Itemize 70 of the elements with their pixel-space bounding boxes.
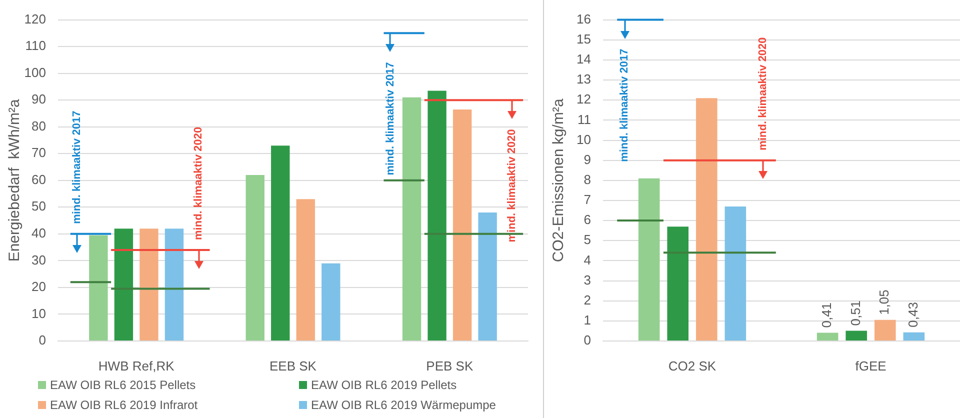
y-tick-label: 40: [32, 226, 46, 241]
legend-label: EAW OIB RL6 2019 Pellets: [311, 378, 457, 392]
legend-label: mind. klimaaktiv 2017: [618, 48, 631, 162]
ref-line-label: mind. klimaaktiv 2017: [384, 62, 396, 176]
bar: [452, 109, 472, 340]
y-tick-label: 10: [32, 306, 46, 321]
bar: [89, 235, 108, 340]
bar: [140, 228, 158, 340]
ref-line-label: mind. klimaaktiv 2020: [192, 126, 205, 240]
x-tick-label: EEB SK: [270, 358, 317, 374]
legend-label: EAW OIB RL6 2015 Pellets: [50, 378, 196, 392]
y-tick-label: 120: [24, 11, 46, 26]
y-tick-label: 14: [576, 52, 591, 67]
bar: [428, 90, 446, 340]
y-tick-label: 10: [576, 132, 591, 147]
bar: [271, 146, 290, 340]
bar: [478, 212, 497, 340]
bar: [667, 226, 689, 340]
legend-label: EAW OIB RL6 2019 Wärmepumpe: [311, 398, 496, 412]
bar: [846, 330, 868, 340]
bar: [724, 206, 746, 340]
y-tick-label: 12: [576, 92, 591, 107]
y-tick-label: 110: [25, 38, 46, 54]
bar: [322, 263, 340, 340]
x-tick-label: PEB SK: [426, 358, 474, 374]
bar: [903, 332, 925, 340]
bar: [164, 228, 184, 340]
ref-line-label: mind. klimaaktiv 2020: [757, 37, 770, 150]
bar: [874, 320, 896, 340]
y-tick-label: 100: [24, 64, 46, 80]
y-tick-label: 50: [32, 198, 46, 214]
y-axis-title: CO2-Emissionen kg/m²a: [550, 98, 568, 262]
legend-label: EAW OIB RL6 2019 Infrarot: [50, 398, 198, 412]
ref-line-label: mind. klimaaktiv 2017: [70, 110, 83, 224]
y-tick-label: 1: [584, 312, 591, 328]
y-tick-label: 8: [584, 172, 591, 187]
y-tick-label: 80: [32, 118, 46, 134]
y-tick-label: 7: [584, 192, 591, 208]
x-tick-label: CO2 SK: [668, 358, 716, 374]
y-tick-label: 90: [32, 92, 46, 107]
bar: [246, 175, 264, 340]
y-tick-label: 6: [584, 212, 591, 228]
y-tick-label: 9: [584, 152, 591, 167]
x-tick-label: fGEE: [855, 358, 887, 374]
data-label: 0,43: [906, 302, 921, 328]
x-tick-label: HWB Ref,RK: [98, 358, 175, 374]
y-tick-label: 11: [578, 112, 591, 127]
bar: [402, 97, 422, 340]
y-tick-label: 3: [584, 272, 591, 288]
data-label: 0,41: [819, 302, 834, 328]
y-tick-label: 60: [32, 172, 46, 187]
y-tick-label: 16: [576, 11, 591, 26]
bar: [696, 98, 718, 340]
y-tick-label: 15: [576, 31, 591, 46]
data-label: 0,51: [848, 300, 863, 326]
data-label: 1,05: [876, 290, 892, 315]
y-tick-label: 70: [32, 145, 46, 160]
y-tick-label: 0: [584, 332, 591, 348]
y-tick-label: 4: [584, 252, 591, 268]
y-tick-label: 30: [32, 252, 46, 268]
bar: [816, 332, 838, 340]
bar: [296, 199, 315, 340]
y-axis-title: Energiebedarf kWh/m²a: [6, 98, 24, 262]
y-tick-label: 20: [32, 279, 46, 294]
bar: [638, 178, 660, 340]
bar: [114, 228, 134, 340]
y-tick-label: 5: [584, 232, 591, 248]
y-tick-label: 13: [576, 72, 591, 87]
y-tick-label: 0: [38, 332, 46, 348]
y-tick-label: 2: [584, 292, 591, 308]
